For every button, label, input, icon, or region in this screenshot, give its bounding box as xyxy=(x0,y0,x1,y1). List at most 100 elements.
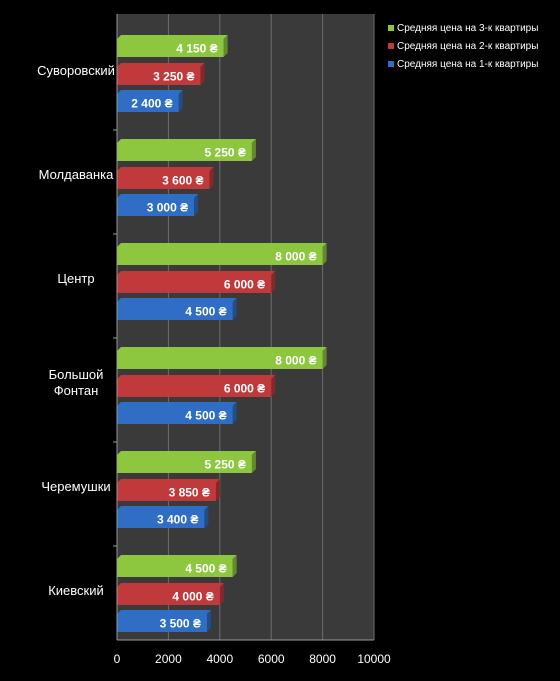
data-label: 3 500 ₴ xyxy=(160,617,201,631)
bar xyxy=(117,247,323,265)
data-label: 3 600 ₴ xyxy=(162,174,203,188)
bar-top-face xyxy=(117,479,220,483)
data-label: 4 150 ₴ xyxy=(176,42,217,56)
data-label: 4 500 ₴ xyxy=(185,409,226,423)
bar xyxy=(117,302,233,320)
bar-side-face xyxy=(271,375,276,397)
x-tick-label: 0 xyxy=(114,652,121,666)
bar xyxy=(117,455,252,473)
legend-entry: Средняя цена на 3-к квартиры xyxy=(397,23,538,34)
category-label-line: Большой xyxy=(49,367,104,382)
bar-top-face xyxy=(117,610,211,614)
bar xyxy=(117,198,195,216)
bar-side-face xyxy=(194,194,199,216)
bar xyxy=(117,351,323,369)
x-tick-label: 2000 xyxy=(155,652,182,666)
bar-side-face xyxy=(232,555,237,577)
data-label: 8 000 ₴ xyxy=(275,250,316,264)
category-label-line: Черемушки xyxy=(41,479,110,494)
bar xyxy=(117,379,272,397)
bar-top-face xyxy=(117,243,327,247)
legend-entry: Средняя цена на 2-к квартиры xyxy=(397,41,538,52)
legend-entry: Средняя цена на 1-к квартиры xyxy=(397,59,538,70)
bar xyxy=(117,94,179,112)
category-label: Киевский xyxy=(48,583,104,598)
bar-top-face xyxy=(117,583,224,587)
category-label-line: Центр xyxy=(57,271,94,286)
data-label: 4 500 ₴ xyxy=(185,562,226,576)
legend: Средняя цена на 3-к квартиры Средняя цена… xyxy=(388,23,538,70)
bar xyxy=(117,143,252,161)
bar-side-face xyxy=(322,243,327,265)
data-label: 3 000 ₴ xyxy=(147,201,188,215)
x-tick-label: 4000 xyxy=(206,652,233,666)
bar-side-face xyxy=(251,451,256,473)
category-label: Черемушки xyxy=(41,479,110,494)
bar xyxy=(117,406,233,424)
data-label: 6 000 ₴ xyxy=(224,278,265,292)
data-label: 3 400 ₴ xyxy=(157,513,198,527)
bar-side-face xyxy=(204,506,209,528)
bar-side-face xyxy=(206,610,211,632)
bar-side-face xyxy=(209,167,214,189)
bar-top-face xyxy=(117,402,237,406)
category-label-line: Фонтан xyxy=(54,383,99,398)
bar-side-face xyxy=(232,402,237,424)
bar xyxy=(117,483,216,501)
data-label: 6 000 ₴ xyxy=(224,382,265,396)
category-label: Молдаванка xyxy=(39,167,114,182)
data-label: 5 250 ₴ xyxy=(205,458,246,472)
bar-top-face xyxy=(117,139,256,143)
data-label: 5 250 ₴ xyxy=(205,146,246,160)
bar-top-face xyxy=(117,451,256,455)
bar-top-face xyxy=(117,167,214,171)
x-tick-label: 6000 xyxy=(258,652,285,666)
bar-top-face xyxy=(117,375,276,379)
bar xyxy=(117,587,220,605)
bar xyxy=(117,67,201,85)
x-tick-label: 8000 xyxy=(309,652,336,666)
bar-side-face xyxy=(251,139,256,161)
bar-side-face xyxy=(219,583,224,605)
category-label-line: Суворовский xyxy=(37,63,115,78)
bar-side-face xyxy=(232,298,237,320)
bar xyxy=(117,559,233,577)
data-label: 8 000 ₴ xyxy=(275,354,316,368)
bar-side-face xyxy=(271,271,276,293)
category-label: Большой Фонтан xyxy=(49,367,104,398)
x-tick-label: 10000 xyxy=(357,652,391,666)
bar xyxy=(117,614,207,632)
bar-side-face xyxy=(322,347,327,369)
bar-top-face xyxy=(117,63,205,67)
bar-top-face xyxy=(117,555,237,559)
bar-top-face xyxy=(117,90,183,94)
bars: 4 150 ₴3 250 ₴2 400 ₴5 250 ₴3 600 ₴3 000… xyxy=(117,35,327,632)
bar xyxy=(117,510,205,528)
legend-swatch xyxy=(388,61,394,67)
category-label-line: Молдаванка xyxy=(39,167,114,182)
legend-swatch xyxy=(388,25,394,31)
bar-top-face xyxy=(117,506,209,510)
bar-top-face xyxy=(117,35,228,39)
bar-side-face xyxy=(223,35,228,57)
category-label-line: Киевский xyxy=(48,583,104,598)
bar-top-face xyxy=(117,347,327,351)
bar xyxy=(117,275,272,293)
data-label: 2 400 ₴ xyxy=(131,97,172,111)
bar xyxy=(117,171,210,189)
bar-side-face xyxy=(200,63,205,85)
bar-side-face xyxy=(178,90,183,112)
data-label: 4 500 ₴ xyxy=(185,305,226,319)
data-label: 4 000 ₴ xyxy=(172,590,213,604)
bar-top-face xyxy=(117,271,276,275)
bar-side-face xyxy=(215,479,220,501)
data-label: 3 850 ₴ xyxy=(169,486,210,500)
axes: 0 2000 4000 6000 8000 10000 Суворовский Молдава… xyxy=(37,14,391,666)
plot-background xyxy=(117,14,374,640)
bar-top-face xyxy=(117,298,237,302)
category-label: Центр xyxy=(57,271,94,286)
bar-top-face xyxy=(117,194,199,198)
category-label: Суворовский xyxy=(37,63,115,78)
bar xyxy=(117,39,224,57)
